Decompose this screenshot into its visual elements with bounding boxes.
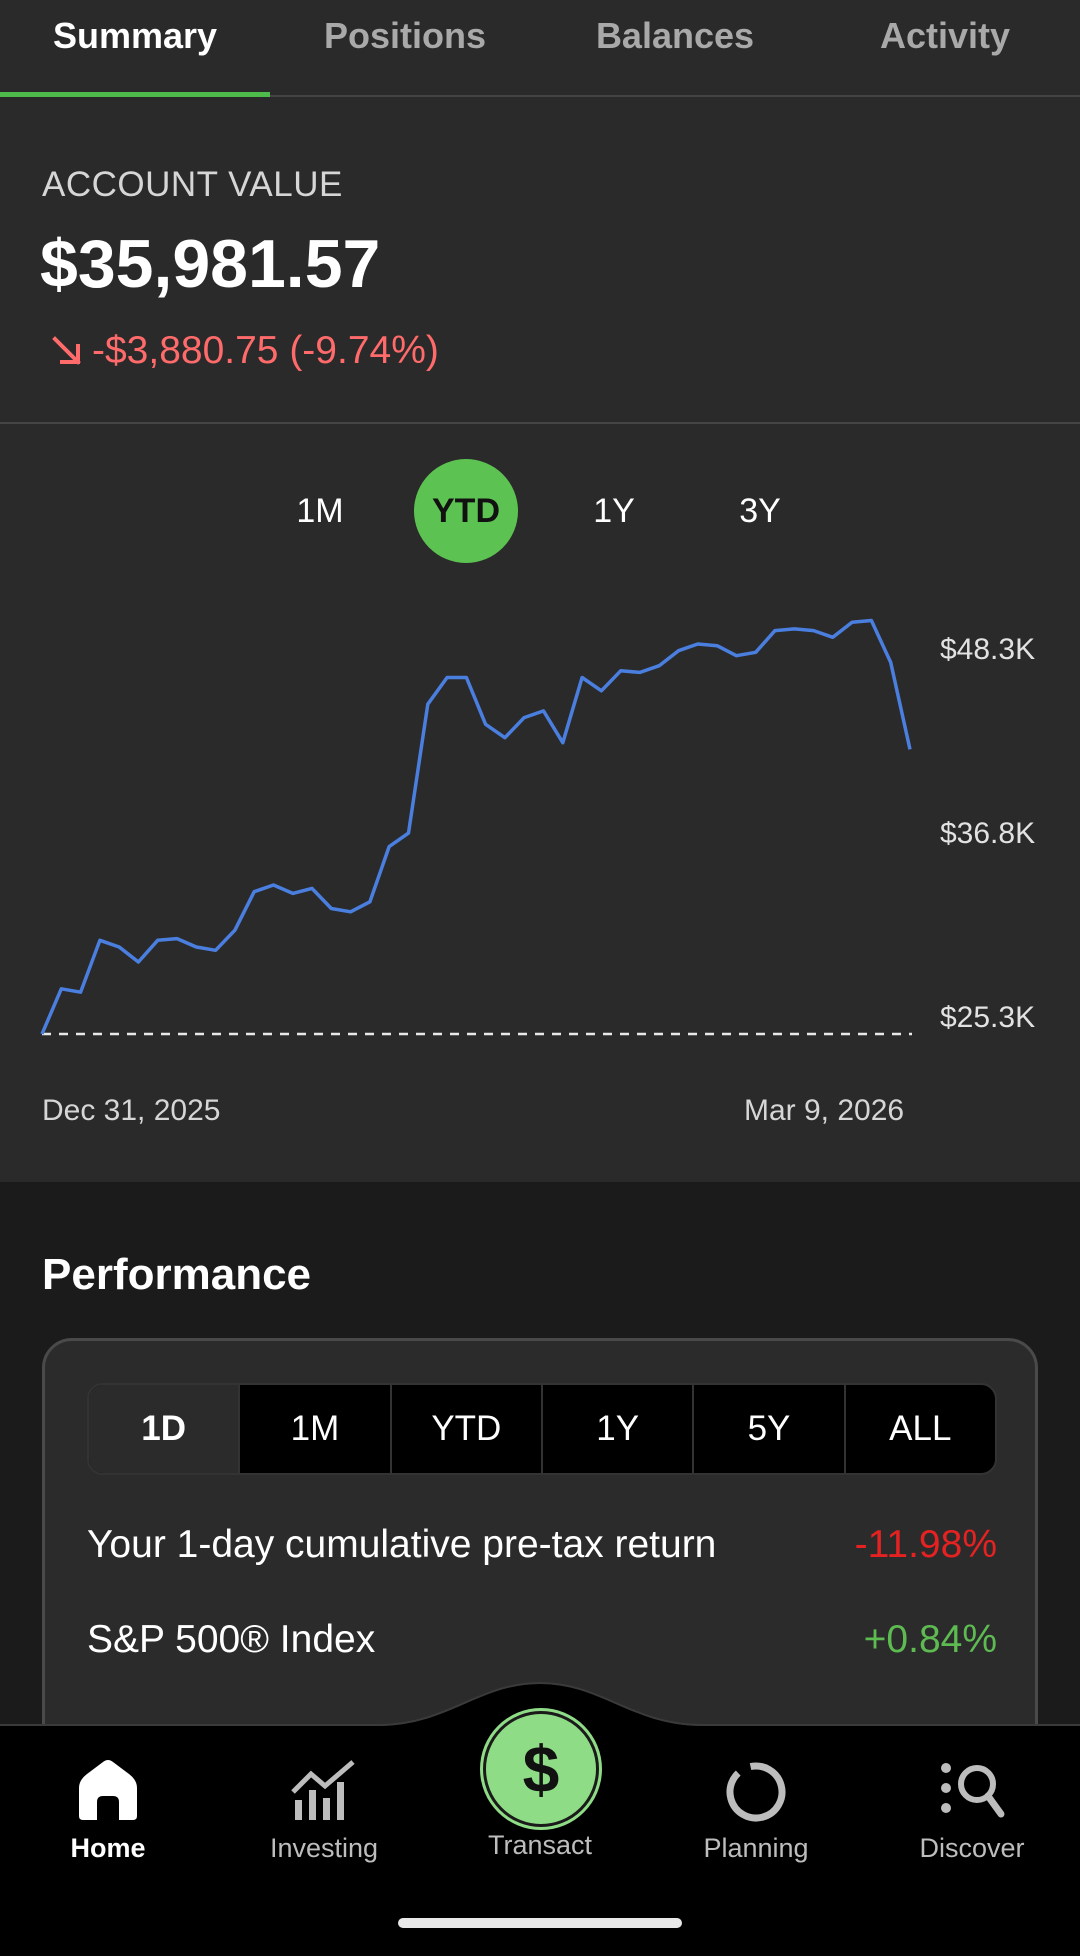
return-row: Your 1-day cumulative pre-tax return -11… bbox=[87, 1523, 997, 1567]
y-tick-label: $25.3K bbox=[940, 1001, 1036, 1034]
x-start-label: Dec 31, 2025 bbox=[42, 1094, 221, 1127]
nav-home-label: Home bbox=[70, 1833, 146, 1863]
nav-planning-label: Planning bbox=[703, 1833, 809, 1863]
nav-planning[interactable]: Planning bbox=[648, 1758, 864, 1864]
performance-title: Performance bbox=[42, 1250, 312, 1299]
period-1y[interactable]: 1Y bbox=[593, 492, 635, 530]
nav-investing-label: Investing bbox=[269, 1833, 379, 1863]
home-icon bbox=[79, 1760, 137, 1820]
nav-investing[interactable]: Investing bbox=[216, 1758, 432, 1864]
nav-center-hump bbox=[378, 1681, 702, 1730]
account-value-label: ACCOUNT VALUE bbox=[42, 165, 343, 204]
planning-ring-icon bbox=[726, 1762, 786, 1822]
dollar-icon: $ bbox=[522, 1732, 560, 1806]
return-label: Your 1-day cumulative pre-tax return bbox=[87, 1523, 717, 1566]
period-3y[interactable]: 3Y bbox=[739, 492, 781, 530]
perf-period-1m[interactable]: 1M bbox=[238, 1385, 389, 1473]
benchmark-value: +0.84% bbox=[863, 1618, 997, 1661]
nav-discover-label: Discover bbox=[919, 1833, 1025, 1863]
transact-button[interactable]: $ bbox=[483, 1711, 599, 1827]
y-tick-label: $36.8K bbox=[940, 817, 1036, 850]
benchmark-row: S&P 500® Index +0.84% bbox=[87, 1618, 997, 1662]
nav-home[interactable]: Home bbox=[0, 1758, 216, 1864]
account-chart: 1M YTD 1Y 3Y $48.3K $36.8K $25.3K Dec 31… bbox=[0, 424, 1080, 1182]
perf-period-1y[interactable]: 1Y bbox=[540, 1385, 692, 1473]
account-change-value: -$3,880.75 (-9.74%) bbox=[92, 329, 439, 372]
account-change: -$3,880.75 (-9.74%) bbox=[50, 329, 439, 373]
performance-period-selector: 1D 1M YTD 1Y 5Y ALL bbox=[87, 1383, 997, 1475]
active-tab-indicator bbox=[0, 92, 270, 97]
line-chart bbox=[40, 618, 912, 1036]
account-value: $35,981.57 bbox=[40, 226, 381, 302]
x-end-label: Mar 9, 2026 bbox=[744, 1094, 905, 1127]
benchmark-label: S&P 500® Index bbox=[87, 1618, 376, 1661]
perf-period-1d[interactable]: 1D bbox=[89, 1385, 239, 1473]
perf-period-5y[interactable]: 5Y bbox=[692, 1385, 843, 1473]
tab-activity[interactable]: Activity bbox=[879, 15, 1011, 56]
discover-search-icon bbox=[941, 1763, 1005, 1818]
home-indicator bbox=[398, 1918, 682, 1928]
performance-section: Performance 1D 1M YTD 1Y 5Y ALL Your 1-d… bbox=[0, 1182, 1080, 1838]
arrow-down-right-icon bbox=[52, 336, 81, 365]
nav-transact-label: Transact bbox=[487, 1830, 593, 1860]
tab-summary[interactable]: Summary bbox=[52, 15, 218, 56]
period-1m[interactable]: 1M bbox=[296, 492, 344, 530]
account-summary: ACCOUNT VALUE $35,981.57 -$3,880.75 (-9.… bbox=[0, 97, 1080, 424]
investing-chart-icon bbox=[291, 1760, 355, 1820]
return-value: -11.98% bbox=[854, 1523, 997, 1566]
period-ytd[interactable]: YTD bbox=[414, 459, 518, 563]
account-tabs: Summary Positions Balances Activity bbox=[0, 0, 1080, 97]
perf-period-all[interactable]: ALL bbox=[843, 1385, 995, 1473]
y-tick-label: $48.3K bbox=[940, 633, 1036, 666]
chart-series-line bbox=[40, 618, 912, 1035]
tab-positions[interactable]: Positions bbox=[323, 15, 487, 56]
nav-discover[interactable]: Discover bbox=[864, 1758, 1080, 1864]
perf-period-ytd[interactable]: YTD bbox=[389, 1385, 541, 1473]
tab-balances[interactable]: Balances bbox=[595, 15, 755, 56]
